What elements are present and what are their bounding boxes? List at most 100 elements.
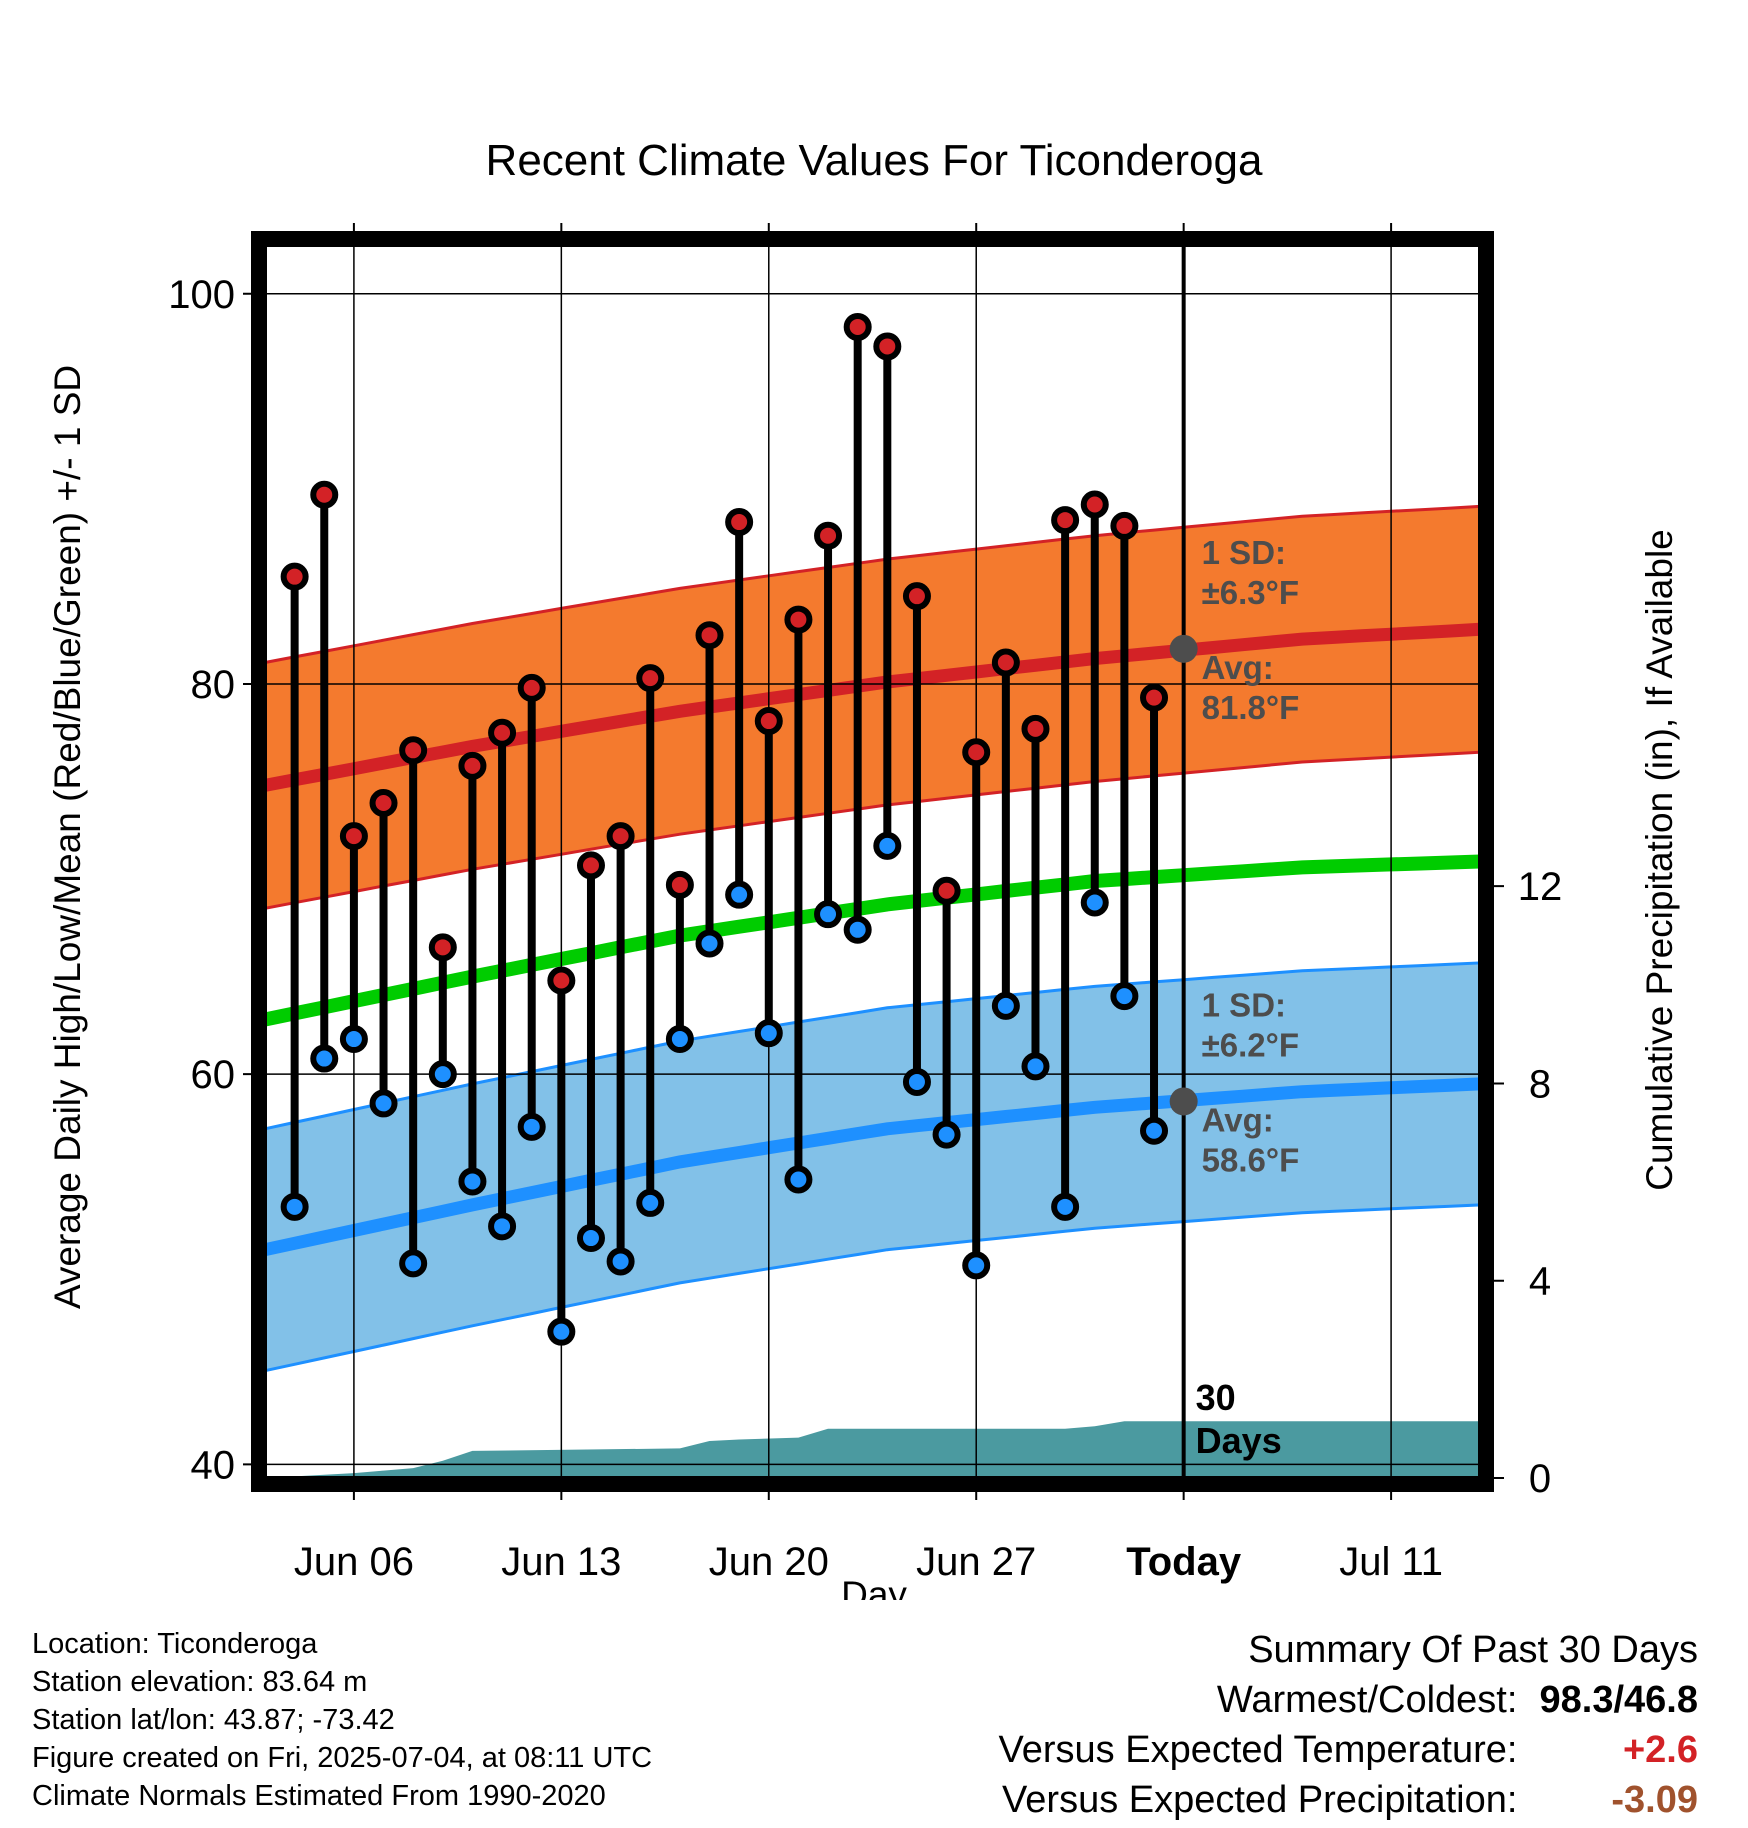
low-avg-label: Avg: [1202,1101,1274,1138]
plot-frame [251,231,1494,1492]
daily-high-point [902,582,931,611]
daily-low-point [725,880,754,909]
normals-text: Climate Normals Estimated From 1990-2020 [32,1780,606,1812]
x-tick-label: Today [1126,1540,1242,1584]
warm-cold-value: 98.3/46.8 [1539,1679,1698,1721]
daily-low-point [932,1120,961,1149]
daily-high-point [873,332,902,361]
daily-high-point [369,788,398,817]
warm-cold-row: Warmest/Coldest: 98.3/46.8 [938,1675,1698,1725]
temp-label: Versus Expected Temperature: [998,1729,1518,1771]
daily-high-point [636,664,665,693]
daily-low-point [547,1317,576,1346]
x-tick-label: Jun 20 [709,1540,829,1584]
mean-normal-line [263,854,1481,1027]
chart-title: Recent Climate Values For Ticonderoga [486,136,1263,185]
daily-low-point [1021,1052,1050,1081]
daily-high-point [725,508,754,537]
daily-low-point [695,929,724,958]
x-tick-label: Jun 13 [501,1540,621,1584]
daily-low-point [1110,982,1139,1011]
precip-value: -3.09 [1611,1779,1698,1821]
x-tick-label: Jun 27 [916,1540,1036,1584]
daily-high-point [784,605,813,634]
daily-low-point [991,991,1020,1020]
y-right-tick-label: 4 [1529,1260,1551,1304]
daily-low-point [784,1165,813,1194]
daily-high-point [695,621,724,650]
y-right-tick-label: 0 [1529,1457,1551,1501]
daily-high-point [547,966,576,995]
daily-high-point [962,738,991,767]
temp-row: Versus Expected Temperature: +2.6 [938,1725,1698,1775]
location-text: Location: Ticonderoga [32,1628,318,1660]
daily-low-point [902,1067,931,1096]
daily-high-point [1021,714,1050,743]
temp-value: +2.6 [1622,1729,1698,1771]
warm-cold-label: Warmest/Coldest: [1216,1679,1518,1721]
precip-days-label: Days [1196,1420,1282,1461]
precip-days-label: 30 [1196,1377,1236,1418]
elevation-text: Station elevation: 83.64 m [32,1666,368,1698]
station-info: Location: Ticonderoga Station elevation:… [32,1625,652,1815]
created-text: Figure created on Fri, 2025-07-04, at 08… [32,1742,653,1774]
daily-high-point [665,870,694,899]
x-tick-label: Jun 06 [294,1540,414,1584]
daily-low-point [843,915,872,944]
low-avg-value: 58.6°F [1202,1141,1300,1178]
daily-high-point [1051,506,1080,535]
daily-low-point [310,1044,339,1073]
daily-high-point [517,673,546,702]
daily-high-point [428,933,457,962]
daily-low-point [339,1025,368,1054]
latlon-text: Station lat/lon: 43.87; -73.42 [32,1704,395,1736]
low-normal-line [263,1077,1481,1257]
daily-high-point [754,707,783,736]
daily-high-point [576,851,605,880]
low-sd-label: 1 SD: [1202,986,1286,1023]
y-right-tick-label: 8 [1529,1062,1551,1106]
daily-low-point [1051,1192,1080,1221]
today-low-avg-marker [1169,1087,1198,1116]
y-tick-label: 60 [191,1053,236,1097]
precip-row: Versus Expected Precipitation: -3.09 [938,1775,1698,1825]
high-avg-value: 81.8°F [1202,689,1300,726]
daily-low-point [962,1251,991,1280]
daily-high-point [1080,490,1109,519]
daily-high-point [814,521,843,550]
daily-low-point [576,1224,605,1253]
daily-low-point [369,1089,398,1118]
high-sd-label: 1 SD: [1202,534,1286,571]
y-tick-label: 100 [168,273,235,317]
daily-low-point [280,1192,309,1221]
daily-high-point [339,822,368,851]
summary-panel: Summary Of Past 30 Days Warmest/Coldest:… [938,1625,1698,1825]
daily-high-point [488,718,517,747]
daily-low-point [1080,888,1109,917]
daily-low-point [606,1247,635,1276]
daily-low-point [636,1188,665,1217]
today-high-avg-marker [1169,634,1198,663]
daily-low-point [665,1025,694,1054]
high-sd-value: ±6.3°F [1202,574,1299,611]
daily-high-point [1110,511,1139,540]
x-tick-label: Jul 11 [1339,1540,1443,1584]
daily-low-point [399,1249,428,1278]
daily-low-point [754,1019,783,1048]
precip-area [265,1421,1480,1478]
precip-label: Versus Expected Precipitation: [1002,1779,1518,1821]
daily-low-point [428,1060,457,1089]
daily-low-point [517,1112,546,1141]
y-axis-right-label: Cumulative Precipitation (in), If Availa… [1639,529,1680,1191]
daily-high-point [310,480,339,509]
daily-high-point [932,876,961,905]
daily-high-point [606,822,635,851]
daily-high-point [843,312,872,341]
high-avg-label: Avg: [1202,649,1274,686]
daily-high-point [1140,683,1169,712]
daily-low-point [458,1167,487,1196]
daily-low-point [814,900,843,929]
y-axis-label: Average Daily High/Low/Mean (Red/Blue/Gr… [47,365,88,1309]
daily-low-point [873,831,902,860]
